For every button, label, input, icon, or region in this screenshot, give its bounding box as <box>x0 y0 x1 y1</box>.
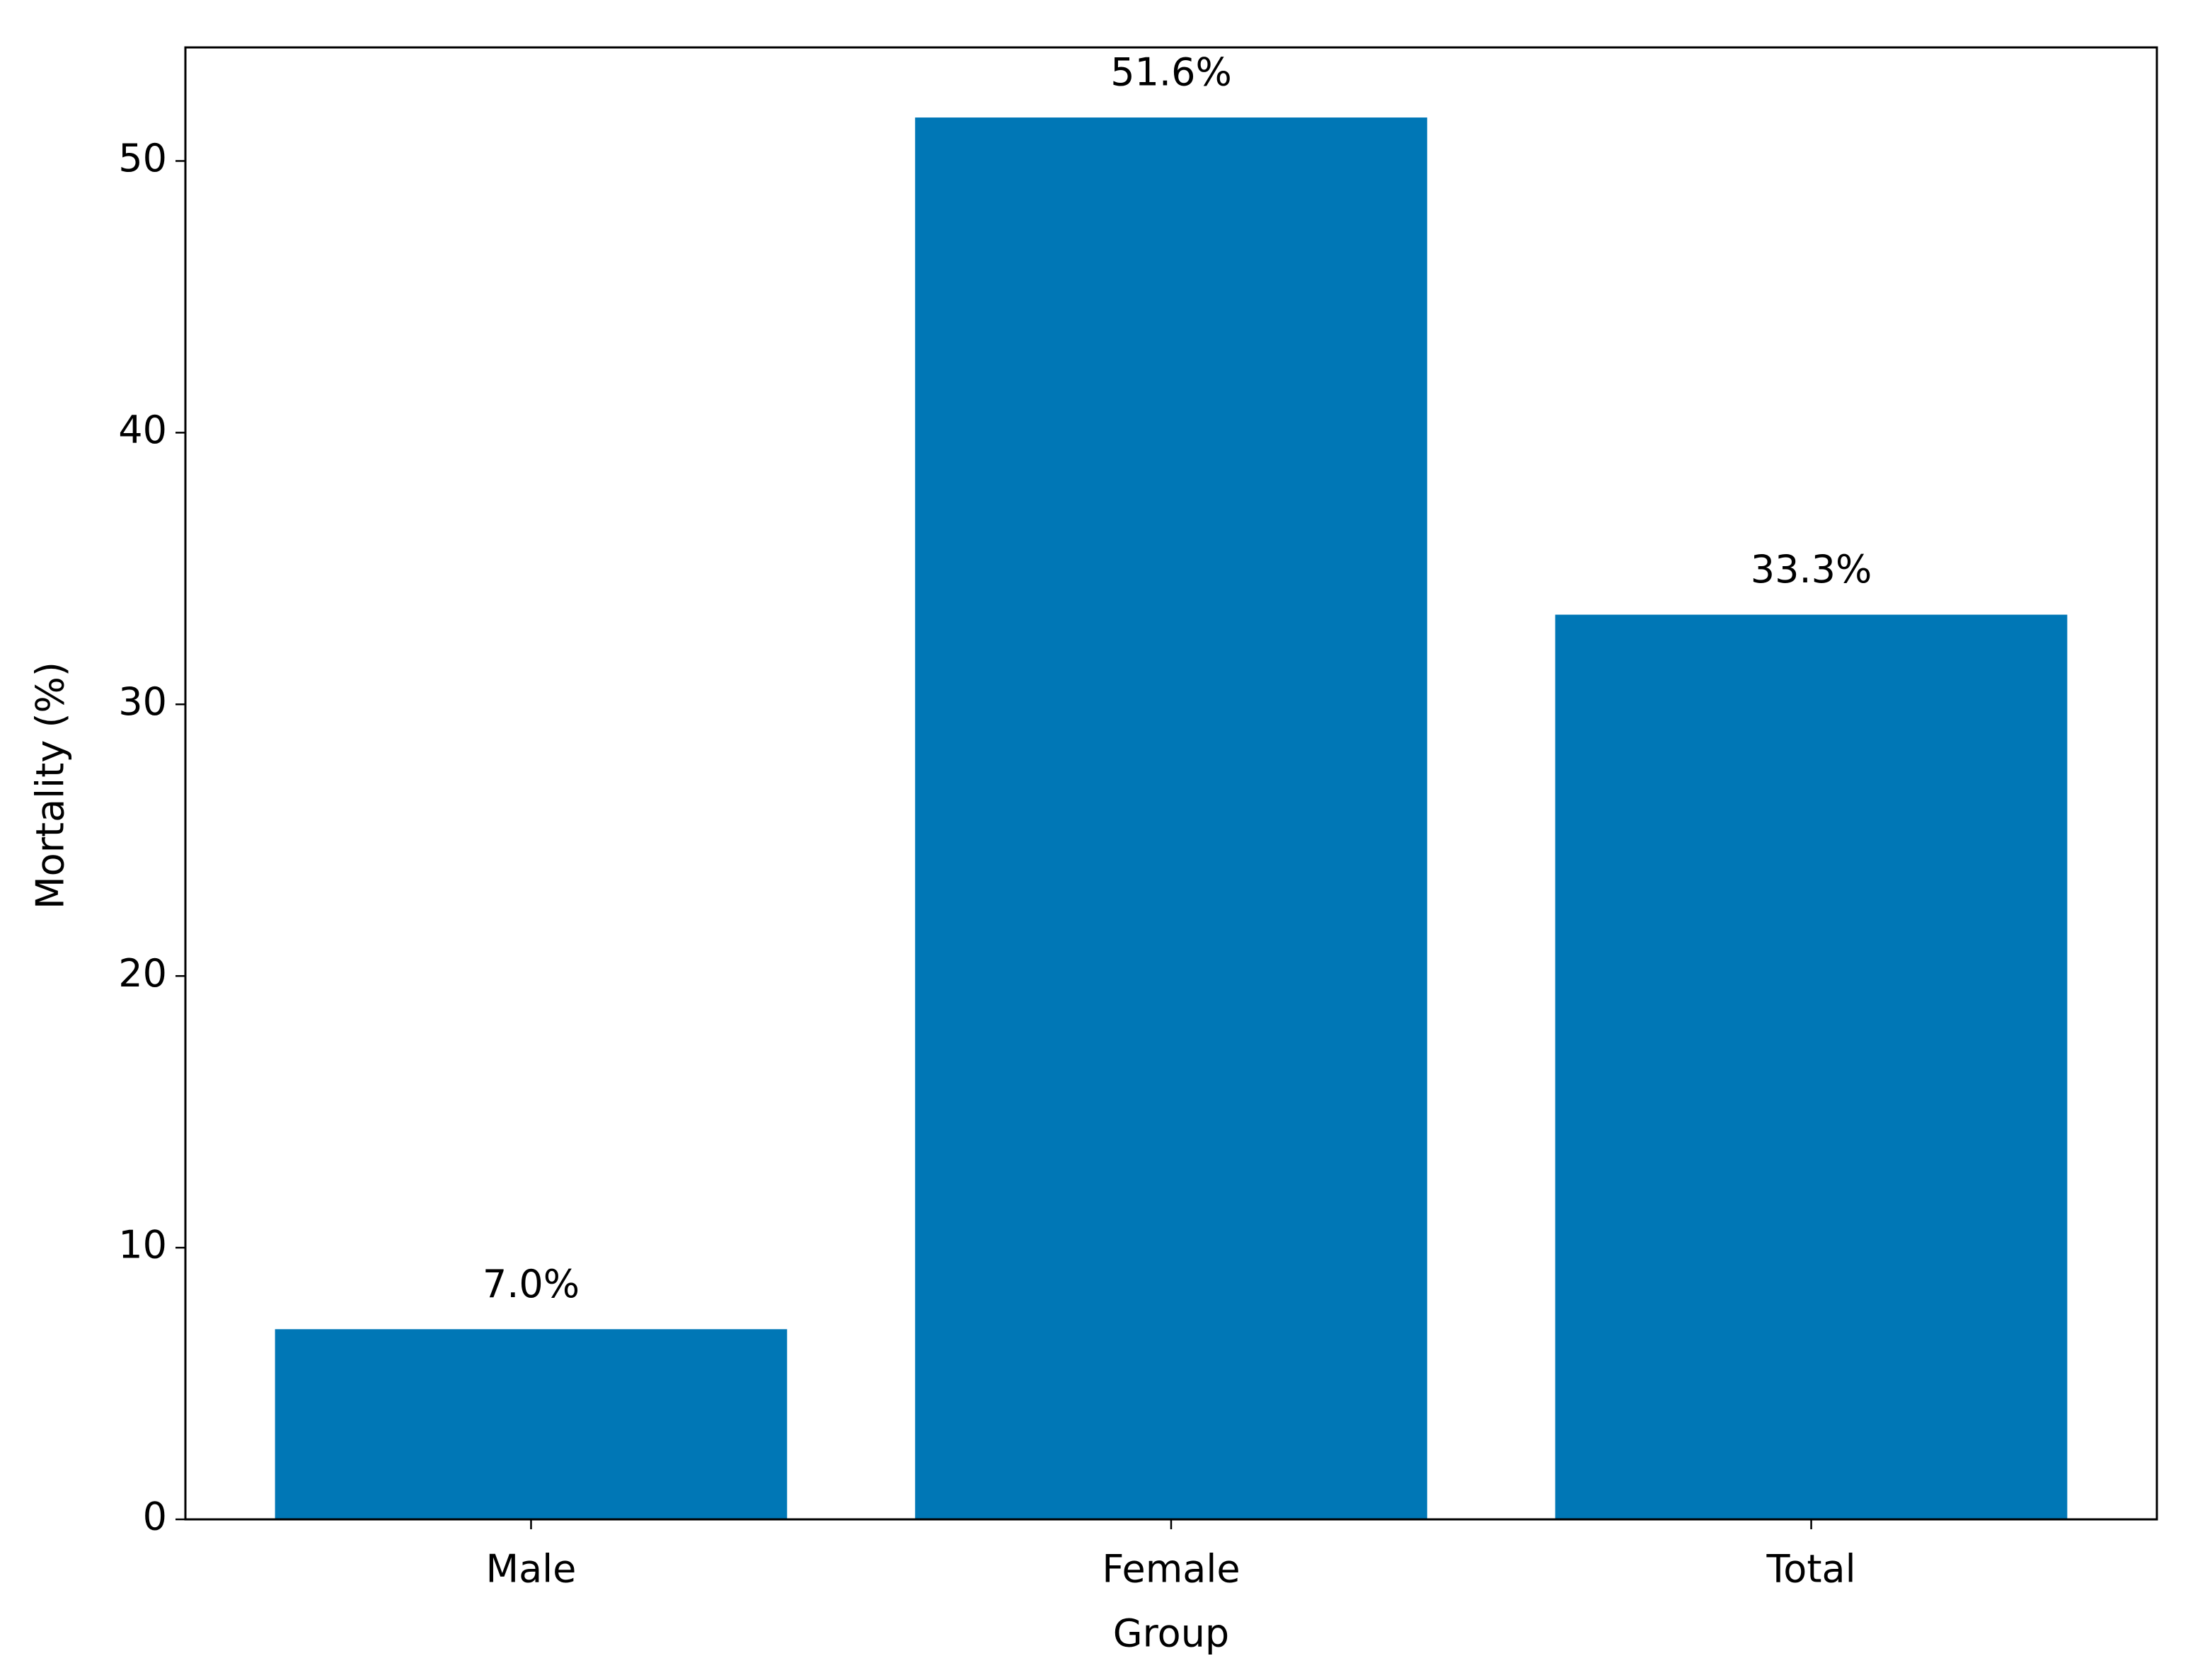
y-tick-label: 10 <box>118 1223 167 1267</box>
y-tick-label: 0 <box>143 1495 167 1539</box>
bar <box>915 117 1427 1520</box>
bar <box>275 1329 788 1519</box>
y-axis-label: Mortality (%) <box>28 662 73 909</box>
x-axis-label: Group <box>1113 1611 1229 1656</box>
value-label: 51.6% <box>1110 50 1232 95</box>
value-label: 33.3% <box>1751 547 1872 592</box>
x-tick-label: Female <box>1102 1547 1240 1592</box>
y-tick-label: 40 <box>118 408 167 452</box>
value-label: 7.0% <box>483 1262 580 1306</box>
plot-frame <box>184 46 2158 1521</box>
y-tick-label: 30 <box>118 679 167 724</box>
bar <box>1555 614 2068 1519</box>
x-tick-label: Total <box>1766 1547 1855 1592</box>
x-tick-label: Male <box>485 1547 576 1592</box>
y-tick-label: 20 <box>118 951 167 996</box>
y-tick-label: 50 <box>118 136 167 180</box>
